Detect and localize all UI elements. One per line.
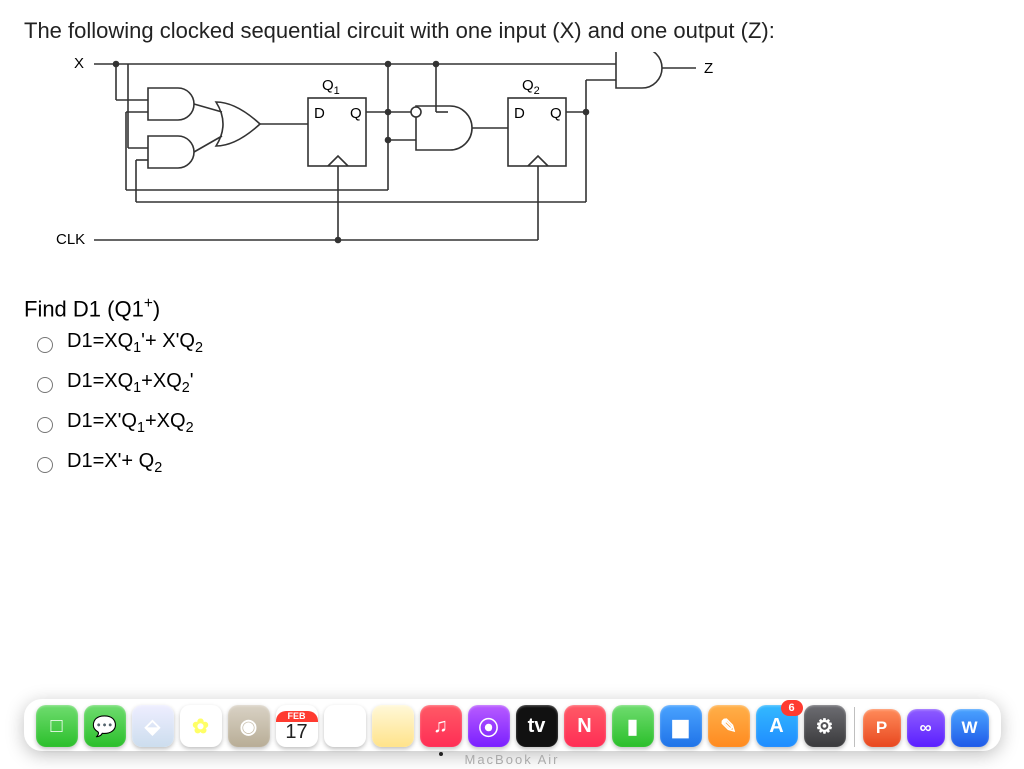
- dock-music[interactable]: ♫: [420, 705, 462, 747]
- option-3-text: D1=X'Q1+XQ2: [67, 410, 194, 436]
- dock-messages[interactable]: 💬: [84, 705, 126, 747]
- option-2-text: D1=XQ1+XQ2': [67, 370, 194, 396]
- dock-appstore[interactable]: A6: [756, 705, 798, 747]
- option-2-radio[interactable]: [37, 377, 53, 393]
- dock-word[interactable]: W: [951, 709, 989, 747]
- option-4-radio[interactable]: [37, 457, 53, 473]
- option-2[interactable]: D1=XQ1+XQ2': [32, 370, 1000, 396]
- dock-calendar[interactable]: FEB17: [276, 705, 318, 747]
- label-z: Z: [704, 60, 713, 77]
- dock-keynote[interactable]: ▆: [660, 705, 702, 747]
- svg-text:Q1: Q1: [322, 77, 340, 97]
- dock-settings[interactable]: ⚙: [804, 705, 846, 747]
- question-stem: The following clocked sequential circuit…: [24, 18, 1000, 44]
- circuit-diagram: X Z: [56, 52, 1000, 277]
- dock-visualstudio[interactable]: ∞: [907, 709, 945, 747]
- label-clk: CLK: [56, 231, 85, 248]
- dock-photos[interactable]: ✿: [180, 705, 222, 747]
- dock-numbers[interactable]: ▮: [612, 705, 654, 747]
- svg-text:Q: Q: [350, 105, 362, 122]
- option-4-text: D1=X'+ Q2: [67, 450, 162, 476]
- dock-tv[interactable]: tv: [516, 705, 558, 747]
- dock-news[interactable]: N: [564, 705, 606, 747]
- option-4[interactable]: D1=X'+ Q2: [32, 450, 1000, 476]
- option-1-text: D1=XQ1'+ X'Q2: [67, 330, 203, 356]
- dock-notes[interactable]: [372, 705, 414, 747]
- device-label: MacBook Air: [0, 752, 1024, 767]
- option-1-radio[interactable]: [37, 337, 53, 353]
- svg-text:Q: Q: [550, 105, 562, 122]
- question-prompt: Find D1 (Q1+): [24, 295, 1000, 322]
- svg-text:D: D: [314, 105, 325, 122]
- dock-facetime[interactable]: □: [36, 705, 78, 747]
- svg-text:D: D: [514, 105, 525, 122]
- svg-text:Q2: Q2: [522, 77, 540, 97]
- dock-maps[interactable]: ⬙: [132, 705, 174, 747]
- option-1[interactable]: D1=XQ1'+ X'Q2: [32, 330, 1000, 356]
- dock-reminders[interactable]: ⋮: [324, 705, 366, 747]
- dock-podcasts[interactable]: ⦿: [468, 705, 510, 747]
- options-group: D1=XQ1'+ X'Q2 D1=XQ1+XQ2' D1=X'Q1+XQ2 D1=X'…: [32, 330, 1000, 476]
- label-x: X: [74, 55, 84, 72]
- dock-powerpoint[interactable]: P: [863, 709, 901, 747]
- option-3[interactable]: D1=X'Q1+XQ2: [32, 410, 1000, 436]
- dock-contacts[interactable]: ◉: [228, 705, 270, 747]
- dock: □💬⬙✿◉FEB17⋮ ♫⦿tvN▮▆✎A6⚙ P∞W: [24, 699, 1001, 751]
- dock-pages[interactable]: ✎: [708, 705, 750, 747]
- option-3-radio[interactable]: [37, 417, 53, 433]
- dock-separator: [854, 707, 855, 747]
